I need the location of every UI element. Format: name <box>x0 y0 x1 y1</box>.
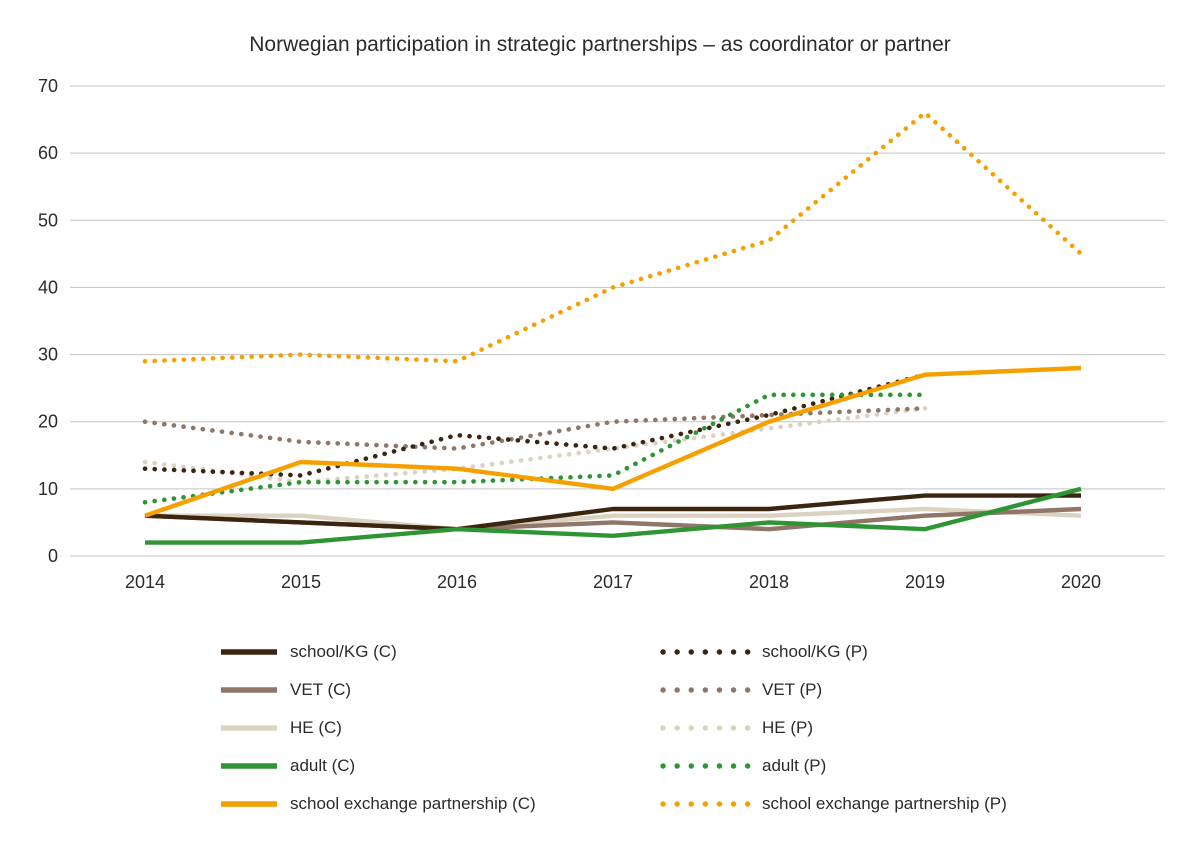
legend-label: VET (C) <box>290 680 352 699</box>
chart-title: Norwegian participation in strategic par… <box>249 33 951 56</box>
solid-line-swatch <box>221 725 277 731</box>
legend-label: HE (P) <box>762 718 813 737</box>
solid-line-swatch <box>221 763 277 769</box>
legend-item-school-kg-p: school/KG (P) <box>660 642 868 662</box>
legend-label: school exchange partnership (P) <box>762 794 1007 813</box>
legend-item-school-exchange-partnership-p: school exchange partnership (P) <box>660 794 1007 814</box>
legend-label: school/KG (C) <box>290 642 397 661</box>
legend-label: adult (C) <box>290 756 356 775</box>
line-chart: 0 10 20 30 40 50 60 70 2014 2015 2016 2017 2018 2019 2… <box>38 76 1165 592</box>
series-line-school-kg-c <box>144 493 1081 532</box>
x-axis-tick-label: 2017 <box>593 572 633 592</box>
x-axis-tick-label: 2016 <box>437 572 477 592</box>
x-axis-tick-label: 2019 <box>905 572 945 592</box>
legend-label: school/KG (P) <box>762 642 868 661</box>
y-axis-tick-label: 20 <box>38 412 58 432</box>
series-line-school-exchange-partnership-c <box>144 365 1082 518</box>
series-line-he-p <box>142 405 928 485</box>
legend-item-adult-p: adult (P) <box>660 756 826 776</box>
dotted-line-swatch <box>660 725 752 731</box>
solid-line-swatch <box>221 801 277 807</box>
legend-item-school-kg-c: school/KG (C) <box>218 642 397 662</box>
series-line-he-c <box>145 506 1082 532</box>
x-axis-tick-label: 2020 <box>1061 572 1101 592</box>
dotted-line-swatch <box>660 687 752 693</box>
series-line-adult-c <box>145 486 1082 545</box>
dotted-line-swatch <box>660 649 752 655</box>
series-line-adult-p <box>142 392 928 505</box>
legend-item-vet-c: VET (C) <box>218 680 351 700</box>
legend-item-school-exchange-partnership-c: school exchange partnership (C) <box>218 794 536 814</box>
series-line-school-kg-p <box>142 372 928 478</box>
x-axis-tick-label: 2018 <box>749 572 789 592</box>
legend-item-adult-c: adult (C) <box>218 756 355 776</box>
x-axis-tick-label: 2014 <box>125 572 165 592</box>
legend-label: VET (P) <box>762 680 823 699</box>
y-axis-tick-label: 50 <box>38 210 58 230</box>
dotted-line-swatch <box>660 801 752 807</box>
dotted-line-swatch <box>660 763 752 769</box>
x-axis-tick-label: 2015 <box>281 572 321 592</box>
solid-line-swatch <box>221 687 277 693</box>
legend-item-he-c: HE (C) <box>218 718 342 738</box>
legend-label: adult (P) <box>762 756 827 775</box>
legend-label: HE (C) <box>290 718 342 737</box>
solid-line-swatch <box>221 649 277 655</box>
y-axis-tick-label: 30 <box>38 345 58 365</box>
y-axis-tick-label: 0 <box>48 546 58 566</box>
legend-item-he-p: HE (P) <box>660 718 813 738</box>
legend-item-vet-p: VET (P) <box>660 680 822 700</box>
y-axis-tick-label: 40 <box>38 277 58 297</box>
y-axis-tick-label: 70 <box>38 76 58 96</box>
y-axis-tick-label: 10 <box>38 479 58 499</box>
y-axis-tick-label: 60 <box>38 143 58 163</box>
series-line-school-exchange-partnership-p <box>142 110 1084 364</box>
legend-label: school exchange partnership (C) <box>290 794 536 813</box>
